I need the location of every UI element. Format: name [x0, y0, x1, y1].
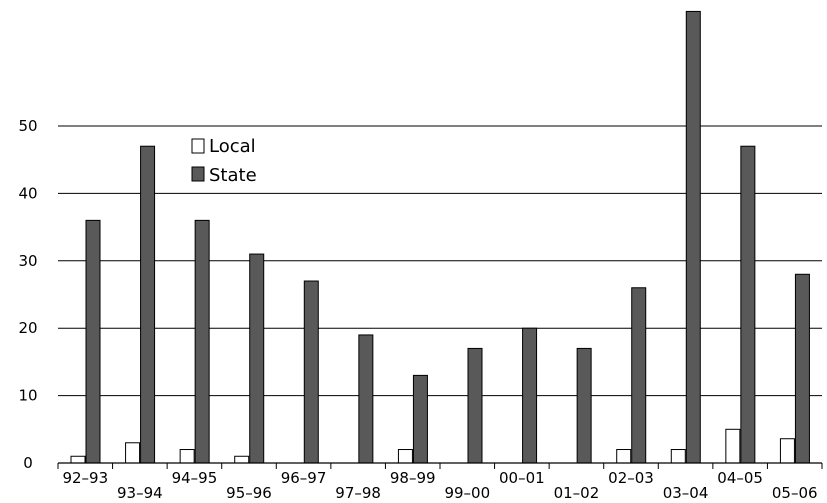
x-tick-label: 01–02 — [554, 484, 600, 502]
bar-local-0 — [70, 455, 86, 464]
y-tick-label: 20 — [18, 319, 37, 337]
bar-state-2 — [194, 219, 210, 464]
bar-local-11 — [670, 449, 686, 464]
x-tick-labels: 92–93 93–94 94–95 95–96 96–97 97–98 98–99 99–00… — [62, 469, 817, 502]
bar-state-0 — [85, 219, 101, 464]
x-tick-label: 95–96 — [226, 484, 272, 502]
bar-state-13 — [794, 273, 810, 464]
bars — [70, 10, 810, 464]
bar-state-12 — [740, 145, 756, 464]
x-tick-label: 97–98 — [335, 484, 381, 502]
bar-local-1 — [125, 442, 141, 464]
y-tick-label: 10 — [18, 387, 37, 405]
bar-state-7 — [467, 347, 483, 464]
y-tick-labels: 0 10 20 30 40 50 — [18, 117, 37, 472]
bar-state-8 — [522, 327, 538, 464]
x-tick-label: 00–01 — [499, 469, 545, 487]
x-tick-label: 93–94 — [117, 484, 163, 502]
x-tick-label: 94–95 — [172, 469, 218, 487]
y-tick-label: 0 — [23, 454, 33, 472]
bar-state-1 — [140, 145, 156, 464]
bar-local-6 — [397, 449, 413, 464]
bar-state-10 — [631, 287, 647, 464]
y-tick-label: 30 — [18, 252, 37, 270]
legend-label-local: Local — [209, 136, 256, 157]
x-tick-label: 04–05 — [717, 469, 763, 487]
y-tick-label: 40 — [18, 184, 37, 202]
x-tick-label: 05–06 — [772, 484, 818, 502]
x-tick-label: 03–04 — [663, 484, 709, 502]
bar-local-13 — [779, 438, 795, 464]
legend-label-state: State — [209, 165, 257, 186]
bar-state-11 — [685, 10, 701, 464]
bar-local-12 — [725, 428, 741, 464]
bar-local-3 — [234, 455, 250, 464]
x-tick-label: 96–97 — [281, 469, 327, 487]
x-tick-label: 98–99 — [390, 469, 436, 487]
axes — [57, 462, 823, 469]
x-tick-label: 02–03 — [608, 469, 654, 487]
bar-local-2 — [179, 449, 195, 464]
legend-swatch-state — [191, 166, 205, 182]
x-tick-label: 99–00 — [444, 484, 490, 502]
y-tick-label: 50 — [18, 117, 37, 135]
bar-state-6 — [412, 374, 428, 464]
x-tick-label: 92–93 — [62, 469, 108, 487]
bar-local-10 — [616, 449, 632, 464]
legend-swatch-local — [191, 138, 205, 154]
gridlines — [58, 125, 822, 397]
bar-state-3 — [249, 253, 265, 464]
legend: Local State — [191, 136, 257, 186]
bar-state-5 — [358, 334, 374, 464]
bar-state-4 — [303, 280, 319, 464]
bar-state-9 — [576, 347, 592, 464]
